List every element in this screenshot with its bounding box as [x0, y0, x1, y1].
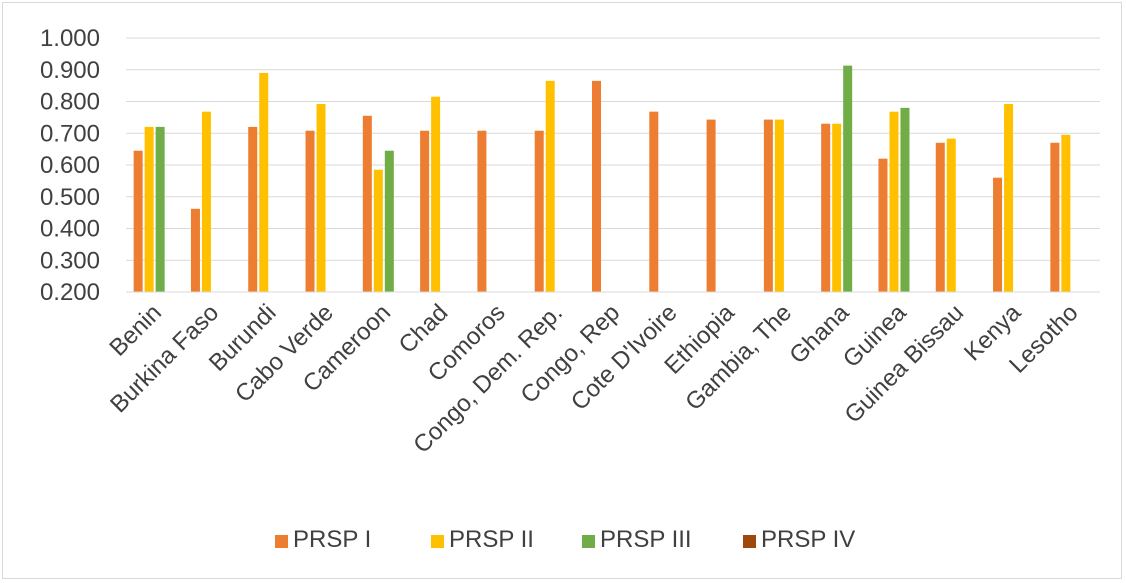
bar-prsp-i [248, 126, 258, 293]
bars [133, 65, 1071, 293]
legend-swatch [431, 535, 444, 548]
bar-prsp-ii [144, 126, 154, 293]
bar-prsp-i [592, 80, 601, 292]
bar-prsp-ii [201, 111, 211, 292]
legend-swatch [743, 535, 756, 548]
bar-prsp-i [935, 142, 945, 292]
bar-prsp-i [477, 130, 487, 292]
y-tick-label: 0.800 [40, 89, 100, 116]
y-tick-label: 0.900 [40, 57, 100, 84]
bar-prsp-ii [946, 138, 956, 292]
legend-label: PRSP III [600, 526, 692, 553]
bar-prsp-i [993, 177, 1003, 292]
bar-prsp-i [534, 130, 544, 292]
y-tick-label: 0.300 [40, 247, 100, 274]
bar-prsp-i [821, 123, 831, 292]
y-tick-label: 0.200 [40, 279, 100, 306]
bar-prsp-ii [1004, 104, 1014, 292]
legend-swatch [275, 535, 288, 548]
bar-prsp-i [706, 119, 716, 292]
y-tick-label: 0.400 [40, 216, 100, 243]
legend-label: PRSP I [293, 526, 371, 553]
y-tick-label: 0.600 [40, 152, 100, 179]
bar-prsp-iii [384, 150, 394, 292]
bar-prsp-iii [843, 65, 853, 292]
bar-prsp-i [133, 150, 143, 292]
y-tick-label: 0.700 [40, 120, 100, 147]
legend-swatch [582, 535, 595, 548]
bar-prsp-ii [1061, 134, 1071, 292]
bar-prsp-i [362, 115, 372, 292]
bar-prsp-i [420, 130, 430, 292]
legend-label: PRSP II [449, 526, 534, 553]
bar-prsp-i [878, 158, 888, 292]
bar-prsp-i [1050, 142, 1060, 292]
bar-prsp-i [763, 119, 773, 292]
bar-prsp-i [305, 130, 315, 292]
bar-prsp-ii [774, 119, 784, 292]
bar-prsp-ii [373, 169, 383, 292]
bar-prsp-ii [889, 111, 899, 292]
y-axis-tick-labels: 1.000 0.900 0.800 0.700 0.600 0.500 0.400 0.300… [40, 25, 100, 306]
bar-prsp-ii [431, 96, 441, 292]
bar-prsp-iii [900, 107, 910, 292]
bar-prsp-i [190, 208, 200, 292]
bar-prsp-ii [545, 80, 555, 292]
legend-label: PRSP IV [761, 526, 855, 553]
bar-prsp-ii [259, 72, 269, 292]
bar-prsp-i [649, 111, 659, 292]
bar-prsp-iii [155, 126, 165, 293]
legend: PRSP I PRSP II PRSP III PRSP IV [275, 526, 855, 553]
y-tick-label: 1.000 [40, 25, 100, 52]
bar-prsp-ii [832, 123, 842, 292]
bar-prsp-ii [316, 104, 326, 292]
y-tick-label: 0.500 [40, 184, 100, 211]
